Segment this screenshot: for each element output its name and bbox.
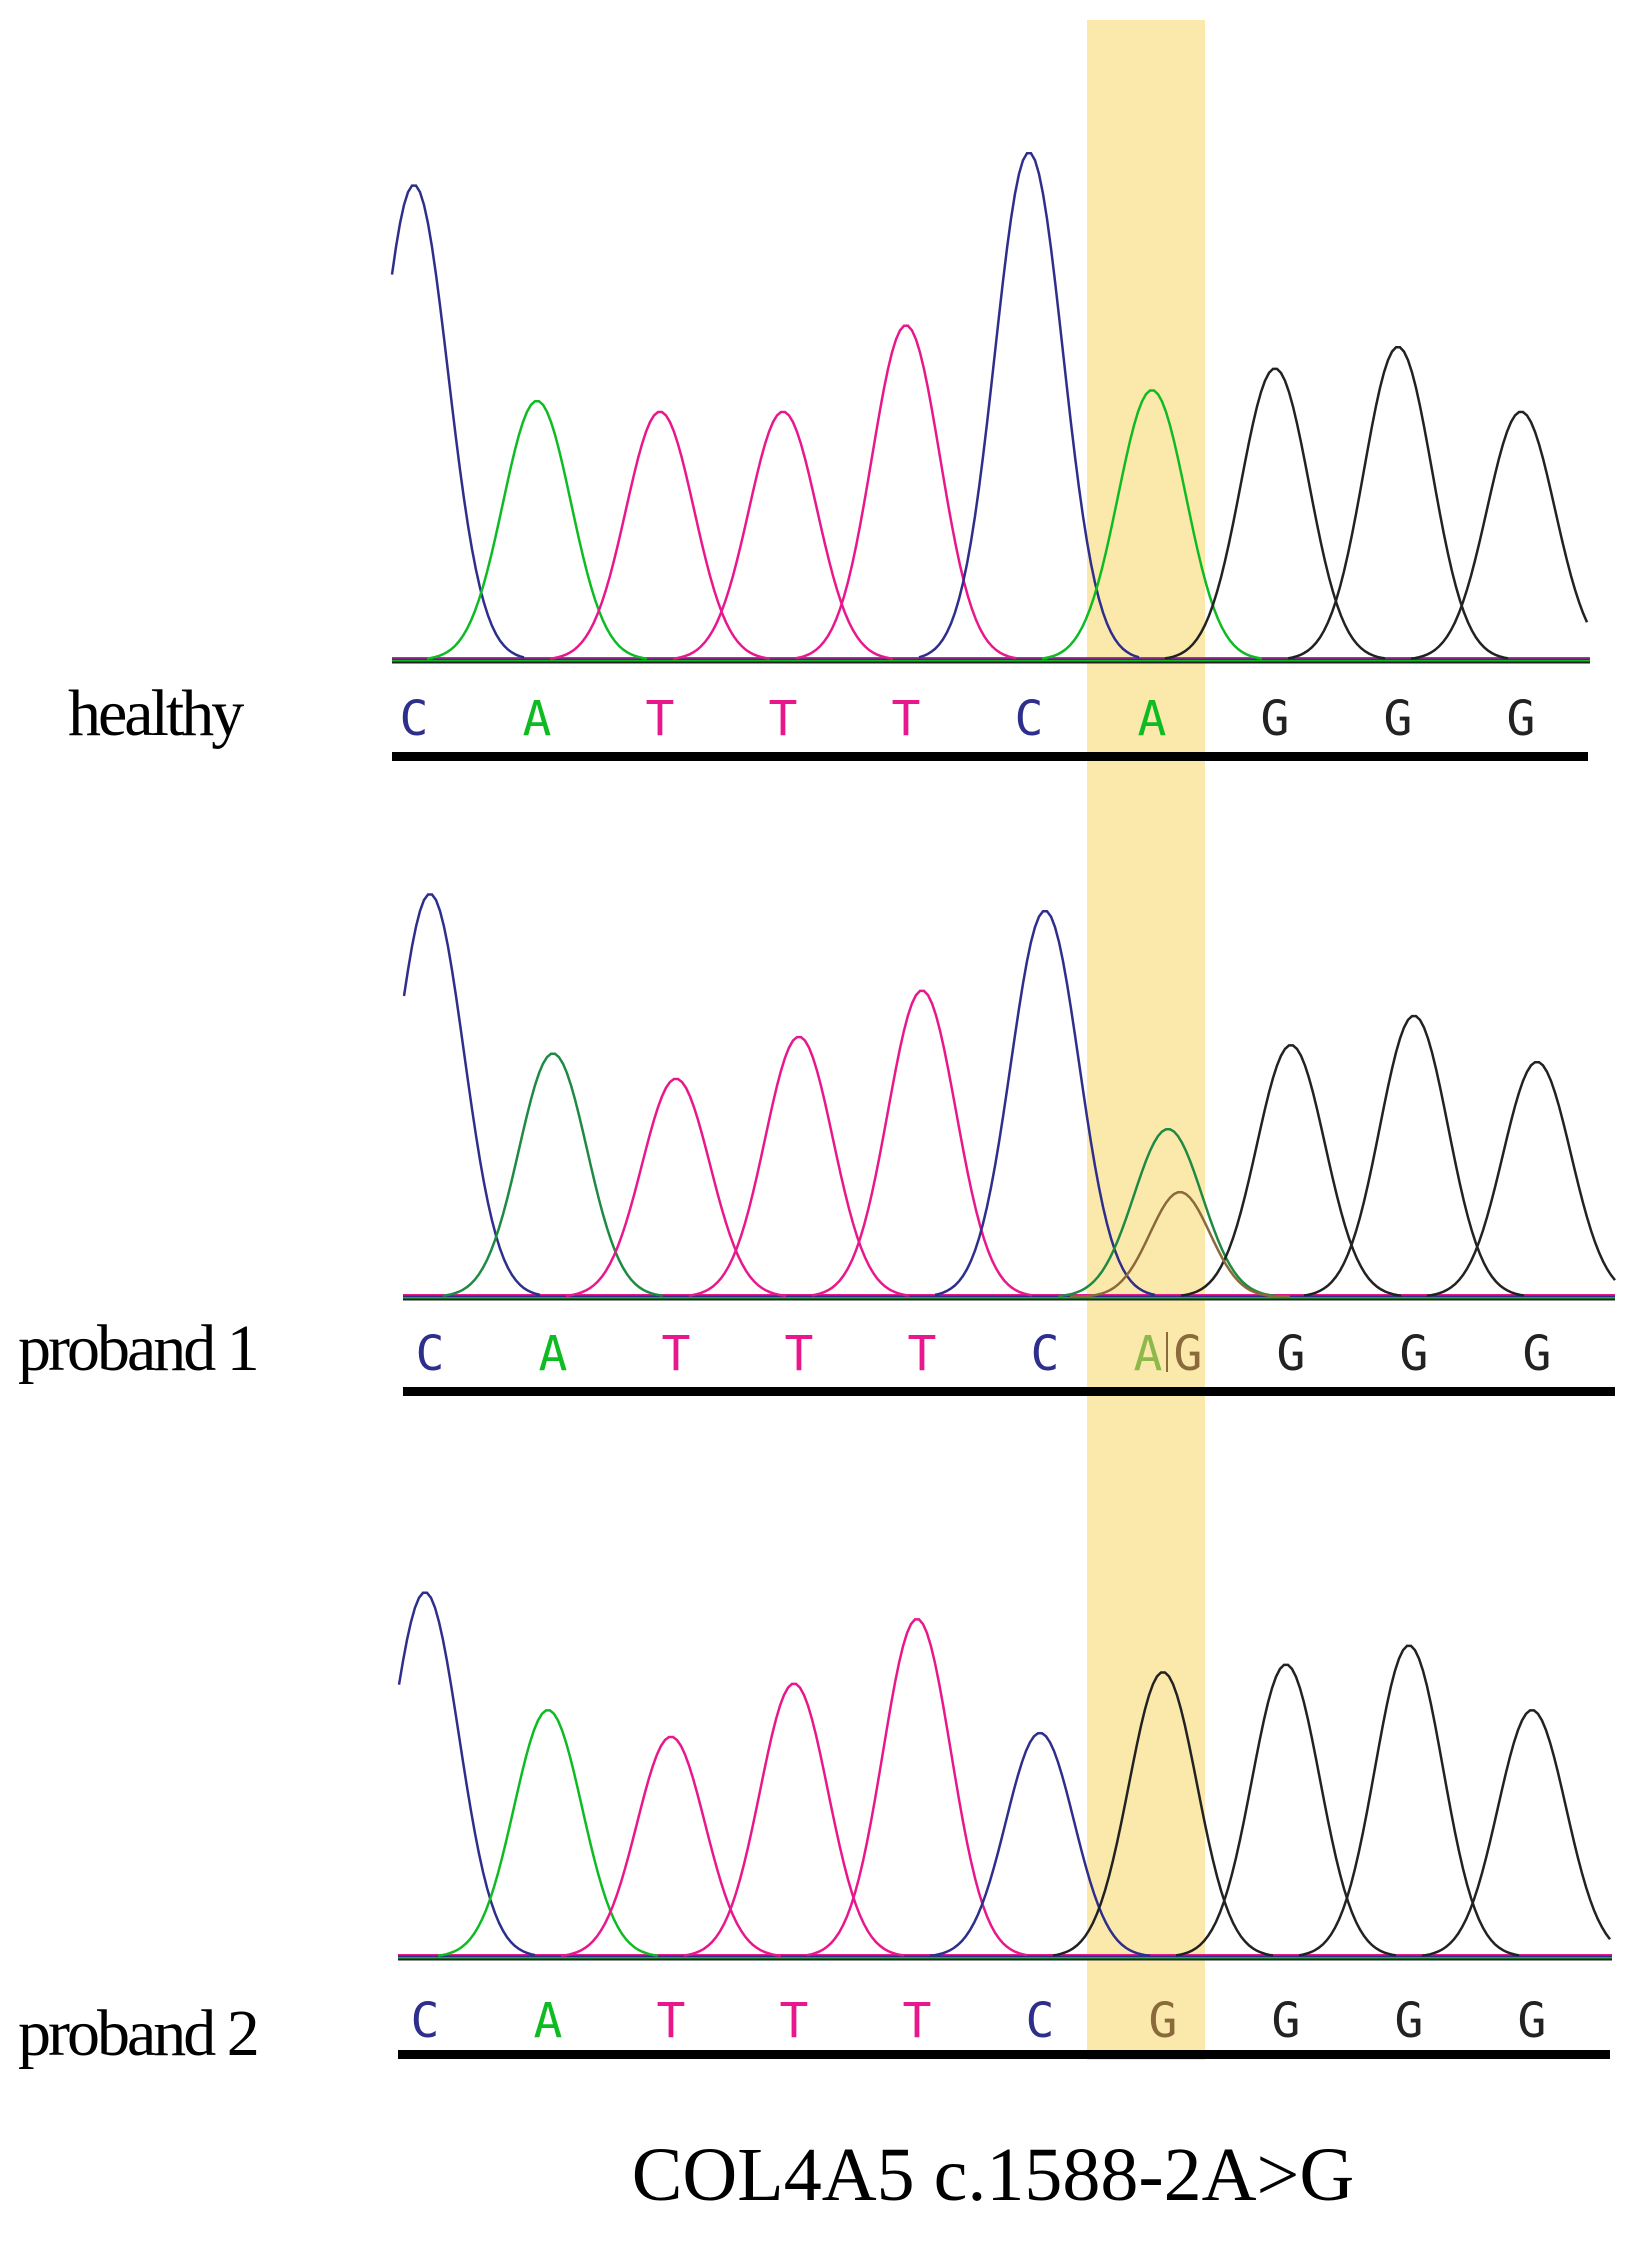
peak-g-7 [1052,1671,1274,1957]
mutation-caption: COL4A5 c.1588-2A>G [632,2133,1355,2217]
peak-t-3 [549,410,771,660]
base-call-2: A [523,691,552,747]
base-call-1: C [400,691,429,747]
base-call-6: C [1031,1326,1060,1382]
base-call-10: G [1523,1326,1552,1382]
base-call-4: T [785,1326,814,1382]
peak-a-2 [437,1709,659,1957]
peak-g-10 [1421,1709,1611,1957]
panel-healthy: healthy C A T T T C A G G G [68,152,1590,761]
base-call-7-secondary: G [1174,1326,1203,1382]
base-call-2: A [539,1326,568,1382]
base-call-5: T [903,1993,932,2049]
peak-g-8 [1164,367,1386,660]
peak-g-9 [1287,346,1509,660]
panel-label-proband-1: proband 1 [18,1312,257,1385]
peak-t-4 [672,410,894,660]
peak-g-10 [1410,410,1589,660]
base-call-7-primary: A [1134,1326,1163,1382]
peak-a-7 [1057,1128,1279,1298]
base-call-9: G [1384,691,1413,747]
sequence-underline [398,2050,1610,2059]
mutation-highlight-band [1087,20,1205,2060]
base-call-3: T [646,691,675,747]
peak-c-1 [390,184,525,659]
base-call-10: G [1507,691,1536,747]
panel-label-proband-2: proband 2 [18,1997,257,2070]
peak-g-8 [1175,1663,1397,1957]
peak-g-8 [1180,1044,1402,1297]
peak-t-4 [688,1035,910,1297]
base-call-8: G [1272,1993,1301,2049]
peak-t-3 [560,1735,782,1958]
base-call-4: T [780,1993,809,2049]
base-call-1: C [411,1993,440,2049]
base-call-6: C [1015,691,1044,747]
base-call-8: G [1261,691,1290,747]
base-call-7: G [1149,1993,1178,2049]
panel-proband-2: proband 2 C A T T T C G G G G [18,1591,1612,2070]
base-call-9: G [1400,1326,1429,1382]
panel-label-healthy: healthy [68,677,244,750]
secondary-peak-g [1069,1190,1291,1299]
peak-t-5 [795,324,1017,660]
base-call-1: C [416,1326,445,1382]
peak-c-6 [918,152,1140,659]
base-call-6: C [1026,1993,1055,2049]
peak-c-6 [929,1731,1151,1958]
base-call-5: T [892,691,921,747]
peak-t-5 [811,989,1033,1297]
base-call-2: A [534,1993,563,2049]
sequence-underline [403,1387,1615,1396]
chromatogram-traces [397,1591,1612,1961]
peak-a-2 [442,1052,664,1297]
base-call-7: A [1138,691,1167,747]
base-call-10: G [1518,1993,1547,2049]
chromatogram-traces [390,152,1590,664]
peak-t-3 [565,1077,787,1298]
peak-a-7 [1041,389,1263,660]
peak-c-1 [397,1591,536,1957]
peak-a-2 [426,399,648,660]
base-call-9: G [1395,1993,1424,2049]
sequence-underline [392,752,1588,761]
peak-c-1 [402,893,541,1297]
base-call-3: T [657,1993,686,2049]
base-call-4: T [769,691,798,747]
base-call-5: T [908,1326,937,1382]
base-call-8: G [1277,1326,1306,1382]
base-call-3: T [662,1326,691,1382]
chromatogram-traces [402,893,1616,1301]
peak-g-10 [1426,1060,1616,1297]
peak-t-5 [806,1618,1028,1957]
peak-g-9 [1298,1644,1520,1957]
peak-g-9 [1303,1014,1525,1297]
heterozygous-divider [1166,1332,1168,1372]
peak-c-6 [934,910,1156,1297]
peak-t-4 [683,1682,905,1957]
